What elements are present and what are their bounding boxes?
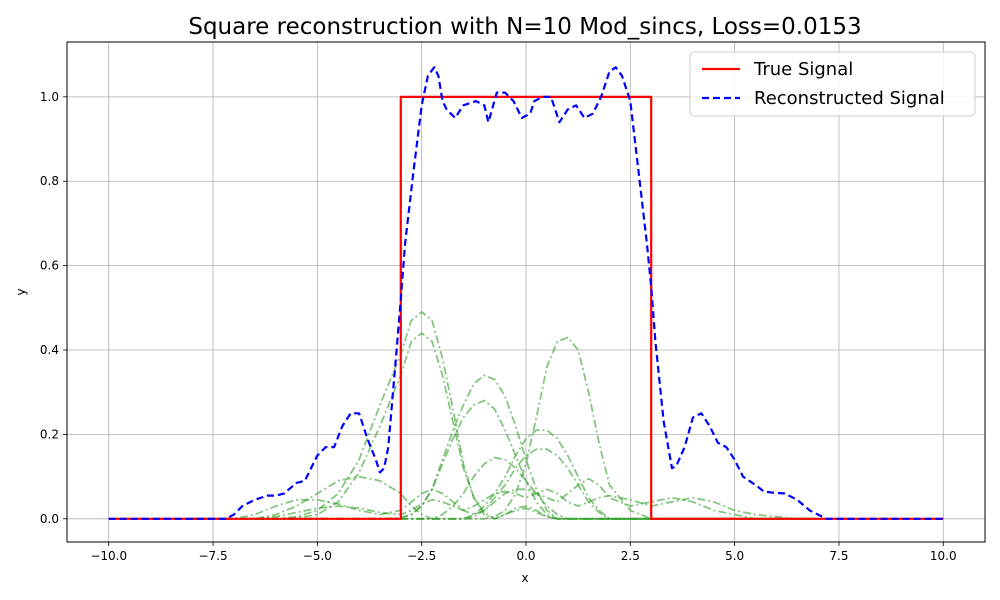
y-tick-label: 1.0 bbox=[40, 90, 59, 104]
component-line-10 bbox=[192, 488, 819, 520]
x-tick-label: 2.5 bbox=[621, 549, 640, 563]
legend: True Signal Reconstructed Signal bbox=[689, 51, 976, 117]
y-axis-label: y bbox=[14, 288, 28, 295]
reconstructed-signal-line bbox=[108, 66, 944, 520]
legend-label-reconstructed-signal: Reconstructed Signal bbox=[754, 88, 945, 109]
legend-box bbox=[689, 51, 976, 117]
y-tick-label: 0.0 bbox=[40, 512, 59, 526]
x-tick-label: 10.0 bbox=[930, 549, 957, 563]
y-tick-label: 0.8 bbox=[40, 174, 59, 188]
x-tick-label: −5.0 bbox=[303, 549, 332, 563]
x-tick-label: −7.5 bbox=[198, 549, 227, 563]
tick-layer: −10.0 −7.5 −5.0 −2.5 0.0 2.5 5.0 7.5 10.0 0.0 0.2 0… bbox=[40, 90, 957, 563]
y-tick-label: 0.4 bbox=[40, 343, 59, 357]
x-axis-label: x bbox=[521, 571, 528, 585]
component-line-9 bbox=[192, 477, 819, 520]
x-tick-label: 7.5 bbox=[829, 549, 848, 563]
y-tick-label: 0.2 bbox=[40, 427, 59, 441]
x-tick-label: −2.5 bbox=[407, 549, 436, 563]
x-tick-label: 5.0 bbox=[725, 549, 744, 563]
legend-label-true-signal: True Signal bbox=[753, 59, 853, 80]
series-layer bbox=[108, 66, 944, 520]
chart-title: Square reconstruction with N=10 Mod_sinc… bbox=[188, 14, 861, 40]
x-tick-label: 0.0 bbox=[516, 549, 535, 563]
y-tick-label: 0.6 bbox=[40, 259, 59, 273]
x-tick-label: −10.0 bbox=[90, 549, 127, 563]
true-signal-line bbox=[108, 95, 944, 520]
